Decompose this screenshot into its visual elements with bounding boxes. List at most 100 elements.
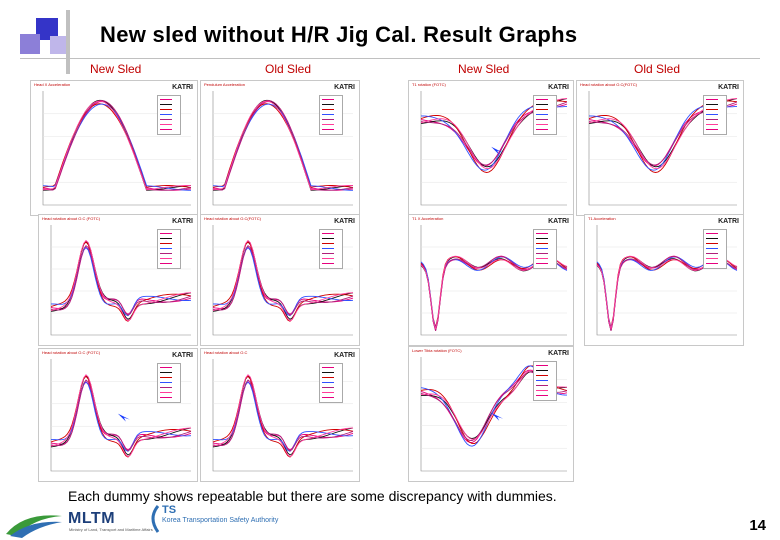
graph-series-line	[42, 103, 191, 191]
graph-series-line	[50, 246, 192, 317]
legend-swatch	[160, 233, 172, 234]
legend-swatch	[322, 129, 334, 130]
graph-series-line	[42, 100, 192, 191]
katri-logo: KATRI	[334, 352, 355, 359]
legend-swatch	[322, 253, 334, 254]
legend-swatch	[322, 243, 334, 244]
legend-swatch	[706, 104, 718, 105]
legend-swatch	[536, 380, 548, 381]
ts-swoosh-icon	[151, 505, 160, 533]
katri-logo: KATRI	[718, 84, 739, 91]
graph-series-line	[212, 246, 354, 317]
graph-panel-6: Head rotation about O.C(FOTC) KATRI	[200, 214, 360, 346]
graph-legend	[157, 363, 181, 403]
slide-caption: Each dummy shows repeatable but there ar…	[68, 488, 557, 504]
legend-swatch	[536, 104, 548, 105]
legend-swatch	[160, 104, 172, 105]
blue-arrow-icon	[491, 146, 504, 155]
legend-swatch	[706, 258, 718, 259]
ts-subtitle: Korea Transportation Safety Authority	[162, 517, 279, 524]
graph-axes	[50, 225, 191, 336]
graph-series-line	[212, 100, 354, 191]
legend-swatch	[706, 243, 718, 244]
legend-swatch	[706, 119, 718, 120]
graph-canvas	[50, 359, 192, 472]
katri-logo: KATRI	[334, 218, 355, 225]
blue-arrow-icon	[117, 413, 130, 422]
graph-series-line	[212, 239, 354, 322]
graph-canvas	[212, 359, 354, 472]
legend-swatch	[706, 253, 718, 254]
graph-panel-5: Head rotation about O.C (FOTC) KATRI	[38, 214, 198, 346]
panel-title: Head rotation about O.C(FOTC)	[580, 82, 637, 87]
legend-swatch	[322, 99, 334, 100]
legend-swatch	[322, 104, 334, 105]
graph-series-line	[213, 381, 354, 452]
legend-swatch	[536, 243, 548, 244]
graph-series-line	[51, 381, 192, 452]
mltm-subtitle: Ministry of Land, Transport and Maritime…	[69, 527, 153, 532]
legend-swatch	[322, 109, 334, 110]
graph-legend	[703, 229, 727, 269]
column-label-3: New Sled	[458, 62, 510, 76]
graph-axes	[596, 225, 737, 336]
graph-axes	[212, 91, 353, 206]
legend-swatch	[160, 99, 172, 100]
slide-title: New sled without H/R Jig Cal. Result Gra…	[100, 22, 578, 47]
graph-legend	[533, 229, 557, 269]
legend-swatch	[160, 387, 172, 388]
legend-swatch	[160, 377, 172, 378]
graph-series-line	[50, 379, 192, 452]
decor-square-blue	[36, 18, 58, 40]
legend-swatch	[322, 263, 334, 264]
legend-swatch	[160, 124, 172, 125]
katri-logo: KATRI	[172, 84, 193, 91]
panel-title: Head X Acceleration	[34, 82, 71, 87]
legend-swatch	[322, 258, 334, 259]
legend-swatch	[536, 365, 548, 366]
legend-swatch	[160, 382, 172, 383]
graph-series-line	[50, 239, 192, 322]
decor-square-purple	[20, 34, 40, 54]
graph-panel-1: Head X Acceleration KATRI	[30, 80, 198, 216]
legend-swatch	[706, 124, 718, 125]
legend-swatch	[536, 263, 548, 264]
graph-legend	[319, 95, 343, 135]
graph-canvas	[50, 225, 192, 336]
legend-swatch	[322, 238, 334, 239]
graph-legend	[157, 95, 181, 135]
legend-swatch	[706, 248, 718, 249]
legend-swatch	[706, 114, 718, 115]
column-label-2: Old Sled	[265, 62, 312, 76]
legend-swatch	[536, 114, 548, 115]
graph-panel-4: Head rotation about O.C(FOTC) KATRI	[576, 80, 744, 216]
graph-legend	[157, 229, 181, 269]
legend-swatch	[160, 253, 172, 254]
graph-panel-3: T1 rotation (FOTC) KATRI	[408, 80, 574, 216]
legend-swatch	[322, 387, 334, 388]
legend-swatch	[536, 390, 548, 391]
legend-swatch	[160, 119, 172, 120]
legend-swatch	[322, 248, 334, 249]
legend-swatch	[160, 367, 172, 368]
legend-swatch	[322, 114, 334, 115]
legend-swatch	[322, 124, 334, 125]
panel-title: Lower Tibia rotation (FOTC)	[412, 348, 462, 353]
graph-series-line	[212, 379, 354, 452]
legend-swatch	[536, 258, 548, 259]
graph-axes	[50, 359, 191, 472]
legend-swatch	[536, 99, 548, 100]
legend-swatch	[536, 248, 548, 249]
graph-canvas	[212, 91, 354, 206]
graph-legend	[533, 95, 557, 135]
graph-axes	[212, 359, 353, 472]
panel-title: Head rotation about O.C(FOTC)	[204, 216, 261, 221]
panel-title: T1 rotation (FOTC)	[412, 82, 446, 87]
legend-swatch	[160, 109, 172, 110]
blue-arrow-icon	[491, 412, 504, 421]
legend-swatch	[536, 385, 548, 386]
graph-axes	[588, 91, 737, 206]
legend-swatch	[160, 392, 172, 393]
mltm-swoosh-icon	[6, 515, 62, 538]
legend-swatch	[706, 238, 718, 239]
